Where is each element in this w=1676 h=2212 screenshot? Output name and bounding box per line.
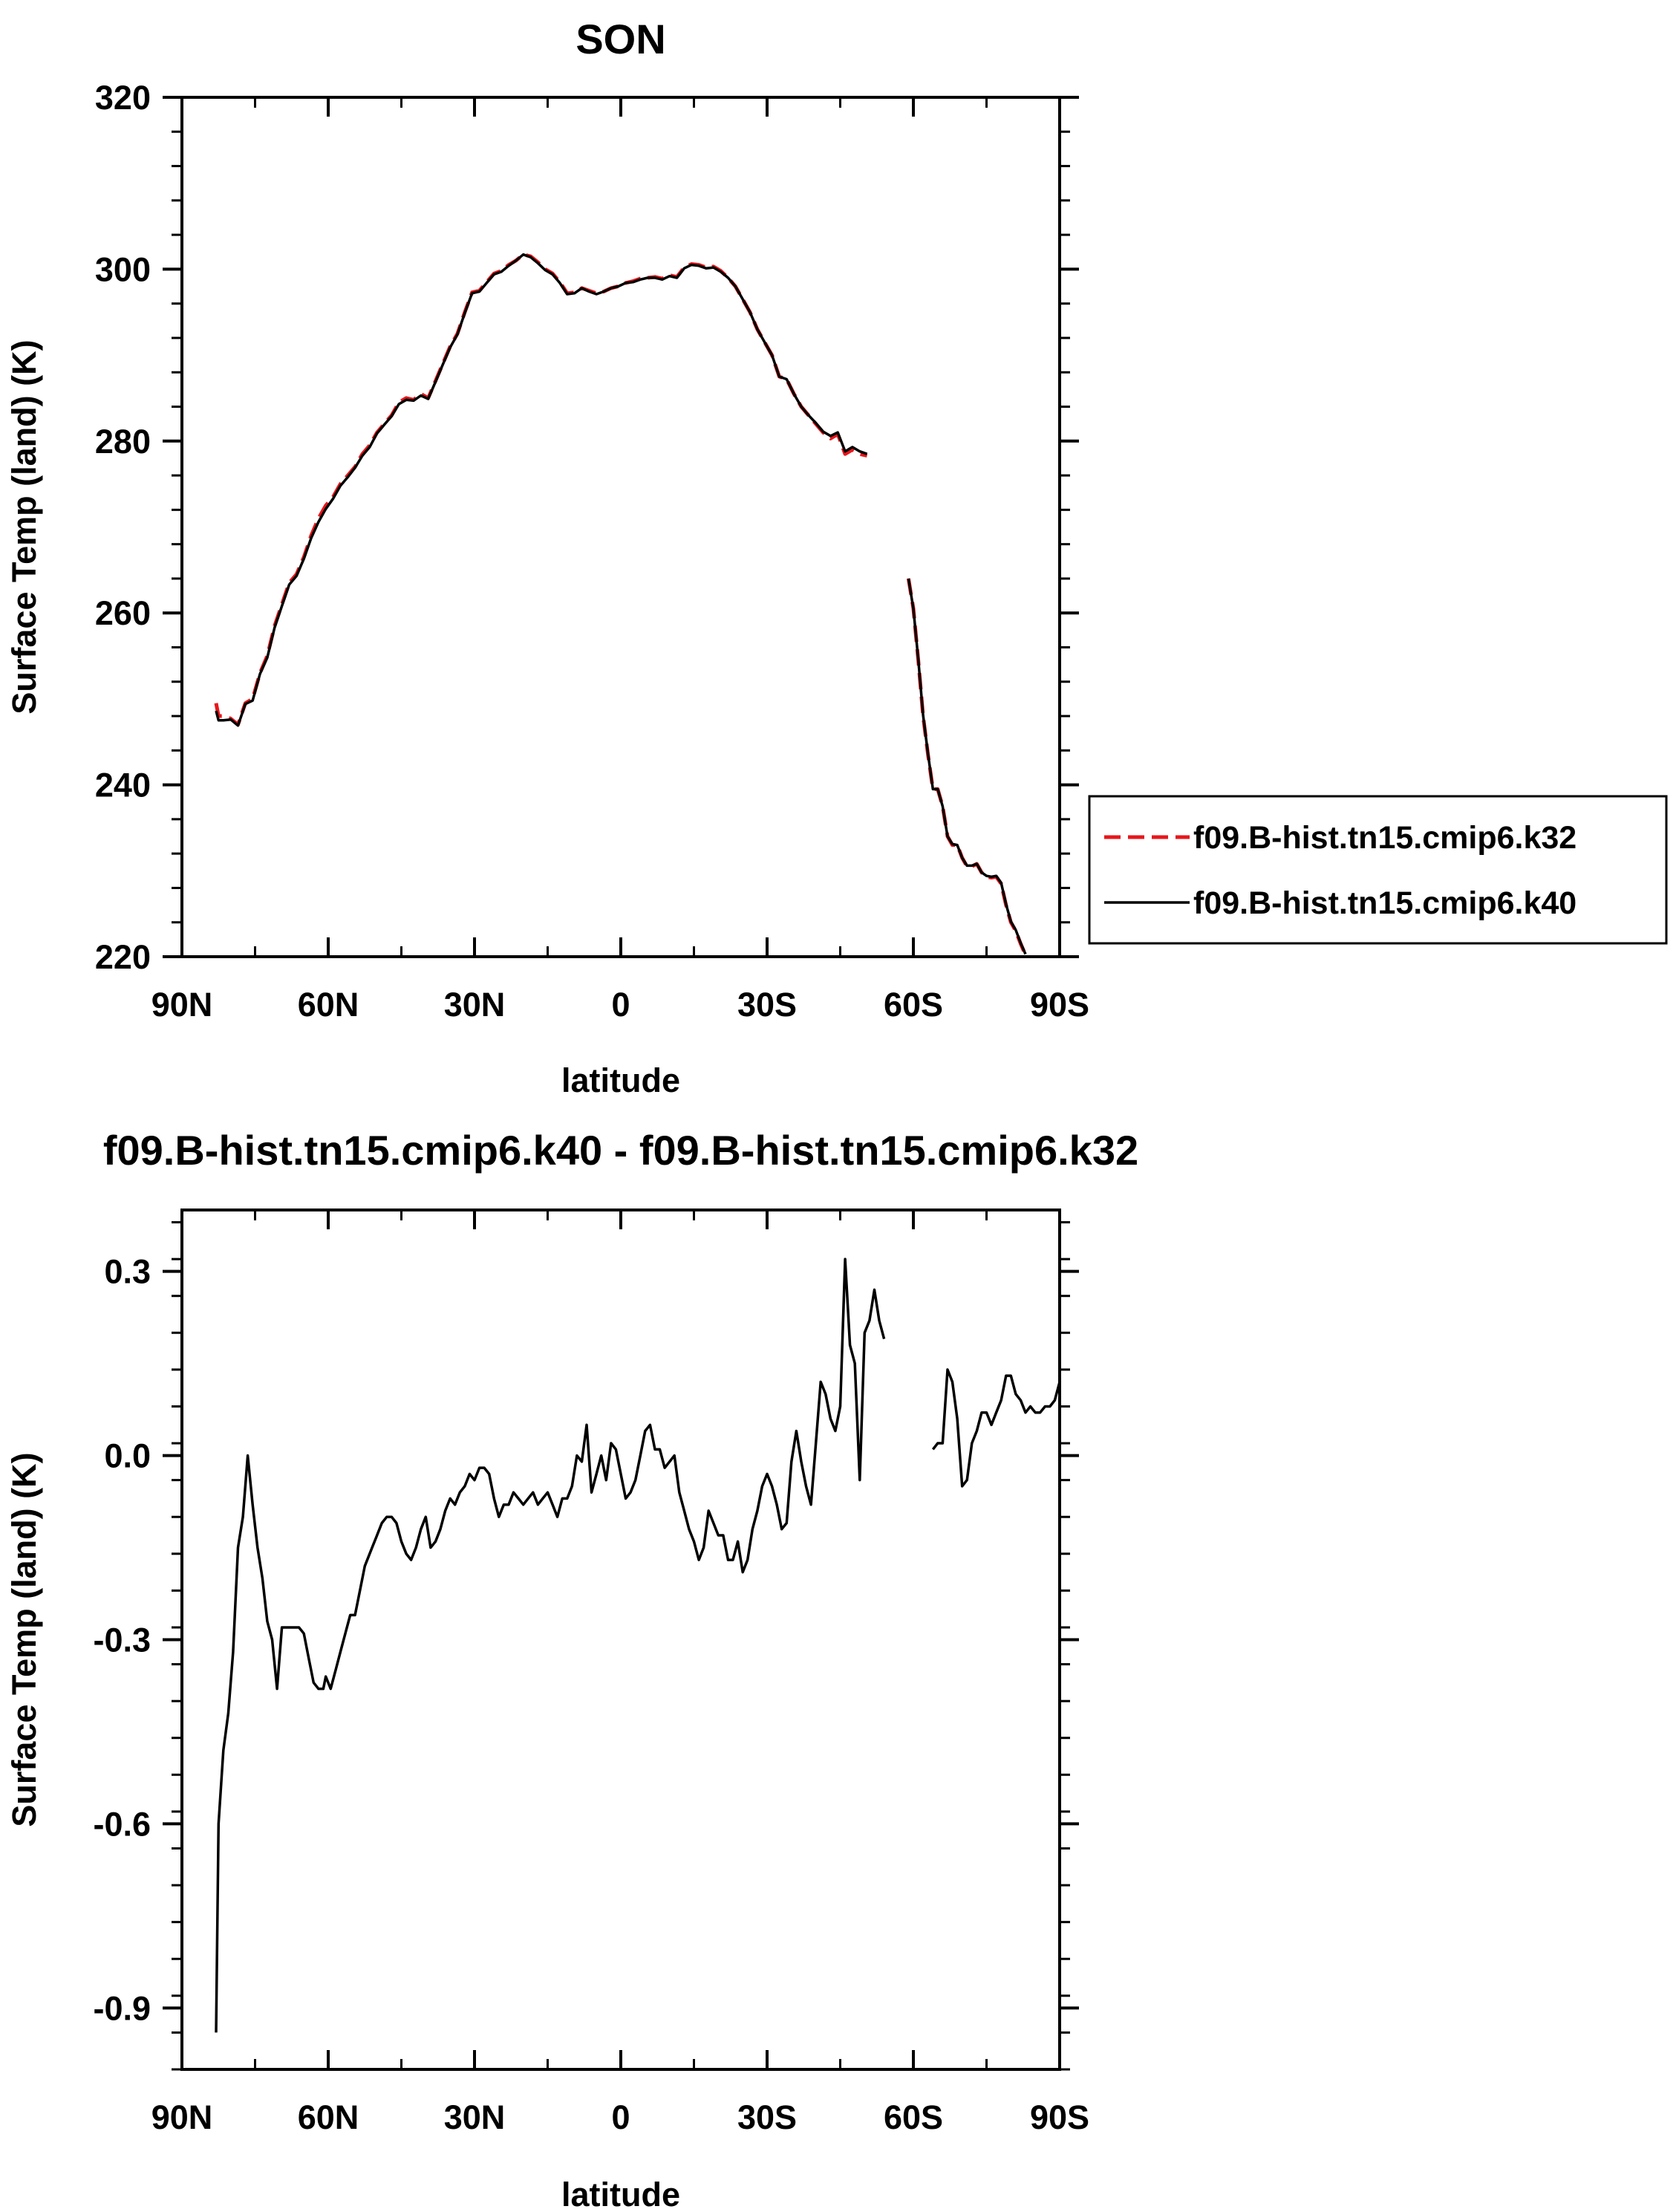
x-tick-label: 90N: [151, 986, 213, 1024]
x-tick-label: 90S: [1030, 2098, 1089, 2136]
bottom-chart: f09.B-hist.tn15.cmip6.k40 - f09.B-hist.t…: [5, 1127, 1138, 2212]
plot-frame: [180, 1209, 1061, 2071]
x-tick-label: 60N: [298, 2098, 359, 2136]
y-tick-label: 280: [95, 423, 151, 461]
series-line-1: [931, 1368, 1061, 1488]
x-tick-label: 60S: [884, 986, 943, 1024]
y-tick-label: 0.3: [104, 1253, 151, 1291]
x-tick-label: 30N: [444, 2098, 506, 2136]
y-tick-label: 260: [95, 594, 151, 632]
legend: f09.B-hist.tn15.cmip6.k32 f09.B-hist.tn15…: [1088, 795, 1668, 945]
series-line-2: [907, 578, 1027, 955]
x-tick-label: 90S: [1030, 986, 1089, 1024]
series-line-2: [215, 253, 868, 727]
y-tick-label: 0.0: [104, 1437, 151, 1475]
series-line-1: [214, 253, 868, 727]
top-chart: SON 90N 60N 30N 0 30S 60S 90S 320 300 280 260 240 220…: [5, 16, 1089, 1099]
y-tick-label: -0.6: [93, 1805, 151, 1843]
y-tick-label: 320: [95, 79, 151, 117]
x-tick-label: 90N: [151, 2098, 213, 2136]
legend-label: f09.B-hist.tn15.cmip6.k32: [1193, 820, 1576, 856]
x-tick-label: 60N: [298, 986, 359, 1024]
y-axis-label: Surface Temp (land) (K): [5, 339, 43, 714]
x-tick-label: 30S: [737, 986, 797, 1024]
y-tick-label: -0.9: [93, 1989, 151, 2027]
chart-title: SON: [575, 16, 665, 62]
x-axis-label: latitude: [561, 1061, 680, 1099]
series-line-1: [215, 1258, 886, 2033]
x-tick-label: 0: [611, 986, 630, 1024]
x-tick-label: 30S: [737, 2098, 797, 2136]
x-axis-label: latitude: [561, 2176, 680, 2212]
x-tick-label: 30N: [444, 986, 506, 1024]
y-tick-label: 220: [95, 938, 151, 976]
series-line-1: [906, 578, 1028, 956]
x-tick-label: 60S: [884, 2098, 943, 2136]
legend-label: f09.B-hist.tn15.cmip6.k40: [1193, 885, 1576, 921]
y-tick-label: 240: [95, 767, 151, 804]
y-axis-label: Surface Temp (land) (K): [5, 1452, 43, 1826]
y-tick-label: 300: [95, 250, 151, 288]
y-tick-label: -0.3: [93, 1621, 151, 1659]
legend-box: [1088, 795, 1668, 945]
chart-title: f09.B-hist.tn15.cmip6.k40 - f09.B-hist.t…: [103, 1127, 1138, 1174]
x-tick-label: 0: [611, 2098, 630, 2136]
